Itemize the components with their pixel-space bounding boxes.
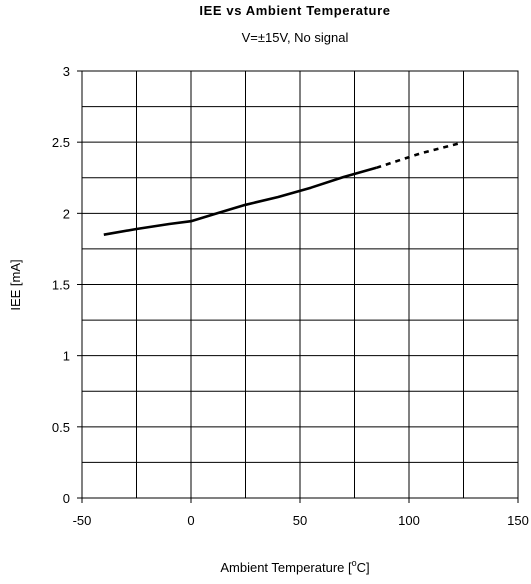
y-tick-label: 1 [63,349,70,364]
y-axis-label: IEE [mA] [8,259,23,310]
x-tick-label: 0 [187,513,194,528]
plot-frame [77,70,519,503]
gridlines [81,70,519,499]
x-tick-label: 100 [398,513,420,528]
y-tick-label: 0 [63,491,70,506]
chart-title: IEE vs Ambient Temperature [199,3,390,18]
x-axis-label-unit: C] [357,560,370,575]
x-axis-label: Ambient Temperature [oC] [220,558,369,575]
x-tick-labels: -50 0 50 100 150 [73,513,529,528]
y-tick-label: 2.5 [52,135,70,150]
y-tick-label: 2 [63,206,70,221]
y-tick-label: 3 [63,64,70,79]
y-tick-label: 1.5 [52,278,70,293]
y-tick-labels: 0 0.5 1 1.5 2 2.5 3 [52,64,70,506]
series-line-solid [103,166,377,236]
x-tick-label: 150 [507,513,529,528]
x-tick-label: 50 [293,513,307,528]
series-lines [103,140,464,236]
y-tick-label: 0.5 [52,420,70,435]
series-line-dashed [375,140,464,170]
x-axis-label-degree: o [352,558,357,568]
x-axis-label-main: Ambient Temperature [ [220,560,352,575]
chart-subtitle: V=±15V, No signal [242,30,349,45]
x-tick-label: -50 [73,513,92,528]
